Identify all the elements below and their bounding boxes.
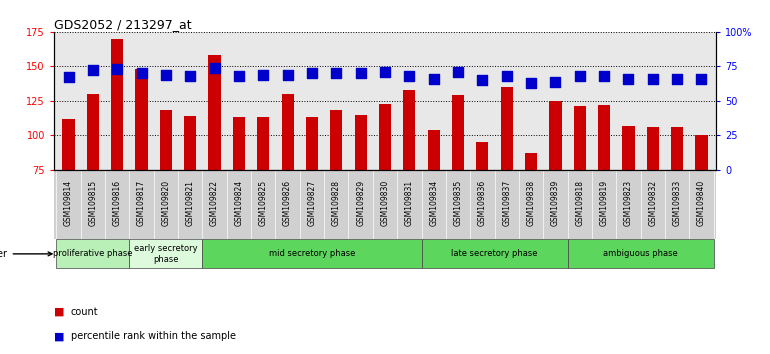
FancyBboxPatch shape bbox=[129, 239, 203, 268]
Bar bbox=[549, 101, 561, 273]
Bar bbox=[87, 94, 99, 273]
Point bbox=[379, 69, 391, 75]
Bar bbox=[330, 110, 343, 273]
Text: GSM109833: GSM109833 bbox=[673, 180, 681, 226]
Point bbox=[549, 79, 561, 84]
Bar bbox=[354, 115, 367, 273]
Point bbox=[427, 76, 440, 81]
Bar bbox=[452, 95, 464, 273]
Bar bbox=[671, 127, 683, 273]
Text: mid secretory phase: mid secretory phase bbox=[269, 249, 355, 258]
Text: GSM109839: GSM109839 bbox=[551, 180, 560, 226]
Bar bbox=[500, 87, 513, 273]
Text: GSM109816: GSM109816 bbox=[112, 180, 122, 226]
Point bbox=[452, 69, 464, 75]
Text: GSM109824: GSM109824 bbox=[234, 180, 243, 226]
FancyBboxPatch shape bbox=[56, 239, 129, 268]
Bar bbox=[160, 110, 172, 273]
Bar bbox=[598, 105, 610, 273]
Bar bbox=[477, 142, 488, 273]
Point bbox=[574, 73, 586, 79]
Text: GSM109832: GSM109832 bbox=[648, 180, 658, 226]
Point bbox=[671, 76, 683, 81]
Text: GSM109814: GSM109814 bbox=[64, 180, 73, 226]
Bar bbox=[427, 130, 440, 273]
Point bbox=[354, 70, 367, 76]
Bar bbox=[209, 55, 221, 273]
Bar bbox=[403, 90, 416, 273]
Text: early secretory
phase: early secretory phase bbox=[134, 244, 198, 264]
Text: GSM109831: GSM109831 bbox=[405, 180, 413, 226]
FancyBboxPatch shape bbox=[567, 239, 714, 268]
Point bbox=[62, 75, 75, 80]
Text: GSM109840: GSM109840 bbox=[697, 180, 706, 226]
Text: GSM109823: GSM109823 bbox=[624, 180, 633, 226]
Bar bbox=[111, 39, 123, 273]
Text: GSM109835: GSM109835 bbox=[454, 180, 463, 226]
Point bbox=[500, 73, 513, 79]
Text: ■: ■ bbox=[54, 307, 65, 316]
Bar bbox=[695, 135, 708, 273]
Point bbox=[476, 77, 488, 83]
Text: GSM109822: GSM109822 bbox=[210, 180, 219, 226]
Text: GSM109818: GSM109818 bbox=[575, 180, 584, 226]
Text: count: count bbox=[71, 307, 99, 316]
Bar bbox=[62, 119, 75, 273]
Text: ambiguous phase: ambiguous phase bbox=[603, 249, 678, 258]
Point bbox=[159, 72, 172, 78]
Text: GSM109834: GSM109834 bbox=[429, 180, 438, 226]
Text: GSM109826: GSM109826 bbox=[283, 180, 292, 226]
Bar bbox=[282, 94, 293, 273]
Point bbox=[403, 73, 416, 79]
Text: GSM109828: GSM109828 bbox=[332, 180, 341, 226]
Point bbox=[525, 80, 537, 86]
Point bbox=[282, 72, 294, 78]
Point bbox=[695, 76, 708, 81]
Point bbox=[306, 70, 318, 76]
Bar bbox=[233, 118, 245, 273]
Point bbox=[184, 73, 196, 79]
FancyBboxPatch shape bbox=[421, 239, 567, 268]
Text: GSM109836: GSM109836 bbox=[478, 180, 487, 226]
Text: ■: ■ bbox=[54, 331, 65, 341]
Point bbox=[233, 73, 245, 79]
Bar bbox=[306, 118, 318, 273]
Point bbox=[647, 76, 659, 81]
Bar bbox=[257, 118, 270, 273]
Point bbox=[87, 68, 99, 73]
Text: GSM109830: GSM109830 bbox=[380, 180, 390, 226]
Text: GSM109837: GSM109837 bbox=[502, 180, 511, 226]
Text: GDS2052 / 213297_at: GDS2052 / 213297_at bbox=[54, 18, 192, 31]
Text: other: other bbox=[0, 249, 52, 259]
Point bbox=[622, 76, 634, 81]
Text: GSM109821: GSM109821 bbox=[186, 180, 195, 226]
Bar bbox=[574, 106, 586, 273]
Point bbox=[257, 72, 270, 78]
Bar bbox=[136, 69, 148, 273]
Text: GSM109819: GSM109819 bbox=[600, 180, 608, 226]
Point bbox=[209, 65, 221, 70]
Point bbox=[598, 73, 611, 79]
Text: GSM109829: GSM109829 bbox=[357, 180, 365, 226]
Bar bbox=[525, 153, 537, 273]
Text: GSM109815: GSM109815 bbox=[89, 180, 97, 226]
Text: proliferative phase: proliferative phase bbox=[53, 249, 132, 258]
Text: GSM109817: GSM109817 bbox=[137, 180, 146, 226]
Text: GSM109827: GSM109827 bbox=[307, 180, 316, 226]
Bar bbox=[379, 104, 391, 273]
FancyBboxPatch shape bbox=[203, 239, 421, 268]
Point bbox=[136, 70, 148, 76]
Bar bbox=[622, 126, 634, 273]
Text: percentile rank within the sample: percentile rank within the sample bbox=[71, 331, 236, 341]
Point bbox=[111, 66, 123, 72]
Text: GSM109838: GSM109838 bbox=[527, 180, 536, 226]
Text: GSM109820: GSM109820 bbox=[162, 180, 170, 226]
Bar bbox=[647, 127, 659, 273]
Text: late secretory phase: late secretory phase bbox=[451, 249, 537, 258]
Point bbox=[330, 70, 343, 76]
Bar bbox=[184, 116, 196, 273]
Text: GSM109825: GSM109825 bbox=[259, 180, 268, 226]
